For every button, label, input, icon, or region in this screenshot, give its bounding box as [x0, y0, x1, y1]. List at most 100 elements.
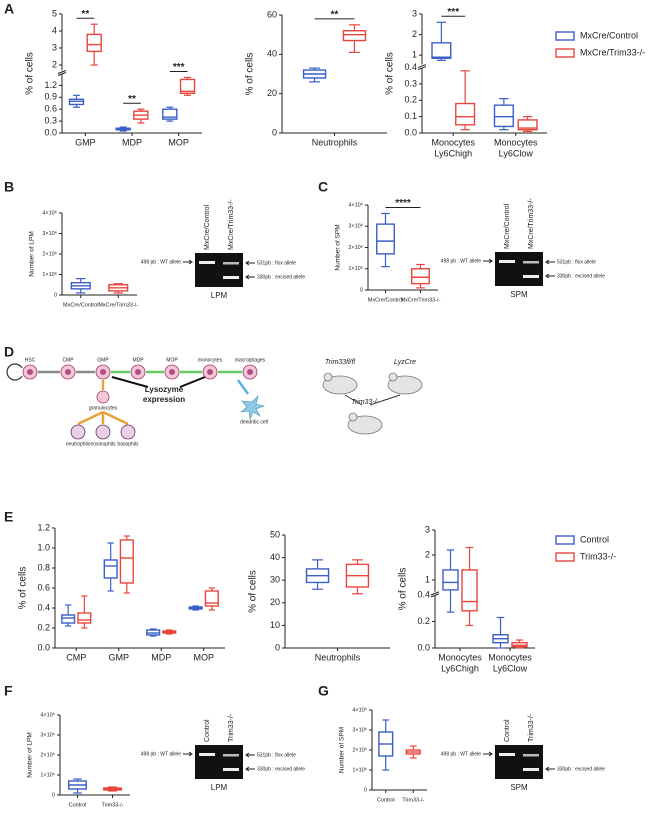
y-tick-label: 40: [267, 49, 277, 59]
gel-caption: LPM: [211, 291, 228, 300]
gel-left-label: 498 pb : WT allele: [441, 258, 481, 264]
box: [179, 78, 196, 95]
gel-right-label: 531pb : flox allele: [257, 752, 296, 758]
arrow: [179, 376, 206, 388]
x-tick-label: Trim33-/-: [101, 802, 123, 808]
cell-nucleus: [135, 369, 141, 375]
y-tick-label: 2×10⁶: [40, 751, 55, 758]
cell-label: basophils: [117, 441, 139, 447]
gel-right-label: 531pb : flox allele: [557, 259, 596, 265]
gel-band: [223, 768, 239, 771]
box: [517, 119, 538, 131]
legend-swatch: [555, 535, 575, 545]
gel-lane-label: MxCre/Trim33-/-: [228, 199, 235, 250]
gel-lane-label: Control: [204, 719, 211, 742]
y-tick-label: 0.3: [404, 78, 417, 88]
cell-label: monocytes: [198, 357, 223, 363]
gel-arrow: [183, 751, 193, 757]
cell-label: eosinophils: [90, 441, 116, 447]
mouse-ear: [388, 372, 398, 382]
gel-right-label: 330pb : excised allele: [257, 274, 305, 280]
mouse: [347, 415, 383, 435]
gel-band: [499, 260, 515, 263]
x-tick-label: Monocytes: [431, 137, 475, 147]
y-tick-label: 0: [360, 287, 363, 293]
box: [493, 104, 514, 128]
gel: [195, 253, 243, 287]
cell: [70, 424, 86, 440]
cell-label: GMP: [97, 357, 109, 363]
y-tick-label: 2: [412, 29, 417, 39]
x-tick-label: Control: [69, 802, 87, 808]
axis-break-mark: [57, 70, 67, 74]
y-tick-label: 3×10⁶: [348, 223, 363, 230]
gel-lane-label: MxCre/Control: [204, 204, 211, 250]
y-tick-label: 2: [52, 59, 57, 69]
y-tick-label: 3: [52, 42, 57, 52]
cell-label: MDP: [132, 357, 144, 363]
dendritic-cell: [240, 395, 266, 421]
y-tick-label: 20: [267, 88, 277, 98]
y-tick-label: 3×10⁶: [352, 726, 367, 733]
mouse: [387, 375, 423, 395]
gel-arrow: [183, 259, 193, 265]
y-tick-label: 1.0: [37, 542, 50, 552]
legend-swatch: [555, 48, 575, 58]
cell-nucleus: [247, 369, 253, 375]
axis-break-mark: [430, 591, 440, 596]
x-tick-label: MxCre/Trim33-/-: [401, 297, 441, 303]
cell-label: CMP: [62, 357, 74, 363]
mouse-label: Trim33fl/fl: [325, 359, 356, 366]
y-tick-label: 0.4: [404, 62, 417, 72]
y-tick-label: 0: [52, 792, 55, 798]
gel-band: [523, 275, 539, 278]
y-tick-label: 3: [412, 8, 417, 18]
y-tick-label: 1×10⁶: [352, 766, 367, 773]
cell: [95, 424, 111, 440]
x-tick-label: MOP: [193, 652, 214, 662]
gel-lane-label: MxCre/Trim33-/-: [528, 198, 535, 249]
gel-arrow: [483, 258, 493, 264]
arrow: [77, 410, 104, 426]
cell-label: MOP: [166, 357, 178, 363]
y-tick-label: 0.6: [44, 104, 57, 114]
gel-band: [523, 768, 539, 771]
x-tick-label: MxCre/Control: [63, 302, 98, 308]
legend-label: MxCre/Control: [580, 30, 638, 40]
panel-label: B: [4, 179, 14, 195]
box: [162, 108, 178, 120]
gel-arrow: [545, 273, 555, 279]
axis-break-mark: [417, 64, 427, 69]
gel-band: [523, 754, 539, 757]
arrow: [236, 379, 250, 395]
y-axis-label: % of cells: [398, 568, 409, 611]
y-tick-label: 4×10⁶: [42, 209, 57, 216]
y-tick-label: 0.0: [37, 642, 50, 652]
x-tick-label: GMP: [75, 137, 96, 147]
mouse-label: Trim33-/-: [351, 399, 380, 406]
y-tick-label: 0: [275, 642, 280, 652]
y-tick-label: 4: [52, 25, 57, 35]
gel-right-label: 330pb : excised allele: [557, 766, 605, 772]
gel-left-label: 498 pb : WT allele: [441, 751, 481, 757]
panel-label: G: [318, 683, 329, 699]
y-axis-label: Number of LPM: [27, 732, 34, 778]
y-tick-label: 1.2: [44, 80, 57, 90]
y-axis-label: % of cells: [248, 570, 259, 613]
x-tick-label: Ly6Clow: [493, 663, 528, 673]
cell-nucleus: [27, 369, 33, 375]
y-tick-label: 1×10⁶: [348, 265, 363, 272]
y-tick-label: 3×10⁶: [40, 731, 55, 738]
mouse: [322, 375, 358, 395]
y-tick-label: 0.8: [37, 562, 50, 572]
y-axis-label: % of cells: [18, 567, 29, 610]
gel-arrow: [245, 752, 255, 758]
panel-label: D: [4, 344, 14, 360]
axis-break-mark: [430, 593, 440, 598]
gel-lane-label: MxCre/Control: [504, 203, 511, 249]
arrow: [369, 394, 401, 406]
cell-label: HSC: [25, 357, 36, 363]
y-tick-label: 50: [270, 529, 280, 539]
x-tick-label: MxCre/Control: [368, 297, 403, 303]
y-tick-label: 2: [425, 549, 430, 559]
